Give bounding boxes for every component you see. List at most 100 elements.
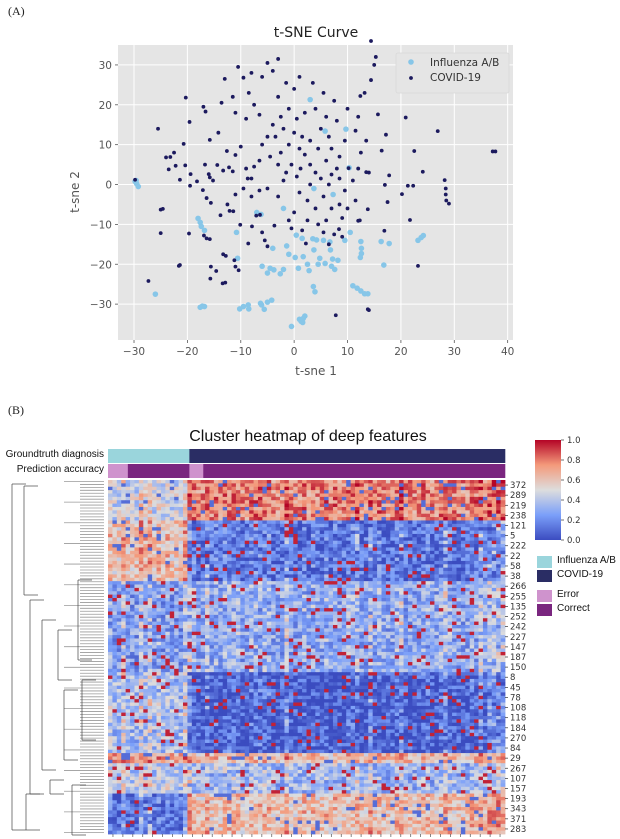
heatmap-cell xyxy=(346,614,352,619)
heatmap-cell xyxy=(169,604,175,609)
heatmap-cell xyxy=(328,601,334,606)
heatmap-cell xyxy=(416,527,422,531)
heatmap-cell xyxy=(412,584,418,589)
heatmap-cell xyxy=(341,530,347,535)
point-influenza xyxy=(201,303,208,310)
heatmap-cell xyxy=(381,506,387,511)
heatmap-cell xyxy=(425,641,431,646)
heatmap-cell xyxy=(306,483,312,488)
heatmap-cell xyxy=(240,591,246,596)
heatmap-cell xyxy=(116,604,122,609)
heatmap-cell xyxy=(355,510,360,515)
heatmap-cell xyxy=(425,480,431,484)
heatmap-cell xyxy=(460,480,466,484)
heatmap-cell xyxy=(240,483,246,488)
heatmap-cell xyxy=(231,547,237,552)
heatmap-cell xyxy=(315,621,321,626)
heatmap-cell xyxy=(310,614,316,619)
heatmap-cell xyxy=(399,631,404,636)
heatmap-cell xyxy=(174,628,179,633)
heatmap-cell xyxy=(390,621,396,626)
heatmap-cell xyxy=(337,554,343,558)
heatmap-cell xyxy=(191,564,197,569)
heatmap-cell xyxy=(213,527,219,531)
heatmap-cell xyxy=(482,635,488,639)
heatmap-cell xyxy=(350,641,356,646)
heatmap-cell xyxy=(108,517,113,521)
heatmap-cell xyxy=(500,533,506,538)
heatmap-cell xyxy=(147,537,153,542)
heatmap-cell xyxy=(306,621,312,626)
heatmap-cell xyxy=(319,523,325,528)
heatmap-cell xyxy=(257,608,263,612)
point-covid xyxy=(443,186,448,191)
heatmap-cell xyxy=(452,544,457,548)
heatmap-cell xyxy=(478,480,484,484)
heatmap-cell xyxy=(434,520,440,525)
heatmap-cell xyxy=(412,591,418,596)
heatmap-cell xyxy=(469,554,475,558)
heatmap-cell xyxy=(240,506,246,511)
heatmap-cell xyxy=(460,533,466,538)
heatmap-cell xyxy=(218,533,224,538)
heatmap-cell xyxy=(280,631,285,636)
heatmap-cell xyxy=(182,641,188,646)
heatmap-cell xyxy=(182,638,188,643)
heatmap-cell xyxy=(240,527,246,531)
heatmap-cell xyxy=(412,486,418,491)
heatmap-cell xyxy=(430,537,435,542)
heatmap-cell xyxy=(249,564,254,569)
heatmap-cell xyxy=(302,486,307,491)
heatmap-cell xyxy=(385,571,391,575)
heatmap-cell xyxy=(328,540,334,545)
heatmap-cell xyxy=(156,530,162,535)
heatmap-cell xyxy=(284,587,290,592)
heatmap-cell xyxy=(121,503,127,508)
heatmap-cell xyxy=(491,611,497,616)
heatmap-cell xyxy=(249,490,254,494)
heatmap-cell xyxy=(125,557,131,562)
heatmap-cell xyxy=(235,496,241,501)
heatmap-cell xyxy=(355,624,360,629)
heatmap-cell xyxy=(147,624,153,629)
heatmap-cell xyxy=(116,564,122,569)
heatmap-cell xyxy=(478,604,484,609)
heatmap-cell xyxy=(275,547,281,552)
heatmap-cell xyxy=(156,537,162,542)
heatmap-cell xyxy=(474,480,479,484)
heatmap-cell xyxy=(271,544,277,548)
heatmap-cell xyxy=(266,577,272,582)
heatmap-cell xyxy=(138,554,144,558)
heatmap-cell xyxy=(469,624,475,629)
heatmap-cell xyxy=(191,628,197,633)
heatmap-cell xyxy=(359,638,365,643)
heatmap-cell xyxy=(465,611,471,616)
heatmap-cell xyxy=(169,530,175,535)
heatmap-cell xyxy=(297,628,303,633)
heatmap-cell xyxy=(363,513,369,518)
heatmap-cell xyxy=(297,618,303,622)
heatmap-cell xyxy=(310,638,316,643)
heatmap-cell xyxy=(412,641,418,646)
point-influenza xyxy=(259,263,265,270)
heatmap-cell xyxy=(156,503,162,508)
heatmap-cell xyxy=(218,641,224,646)
heatmap-cell xyxy=(280,506,285,511)
heatmap-cell xyxy=(209,480,215,484)
heatmap-cell xyxy=(143,604,149,609)
heatmap-cell xyxy=(178,571,184,575)
heatmap-cell xyxy=(116,520,122,525)
heatmap-cell xyxy=(337,557,343,562)
heatmap-cell xyxy=(319,510,325,515)
heatmap-cell xyxy=(280,510,285,515)
heatmap-cell xyxy=(443,587,449,592)
heatmap-cell xyxy=(266,564,272,569)
point-covid xyxy=(292,86,297,91)
heatmap-cell xyxy=(359,645,365,649)
heatmap-cell xyxy=(385,486,391,491)
heatmap-cell xyxy=(412,557,418,562)
heatmap-cell xyxy=(381,527,387,531)
heatmap-cell xyxy=(191,550,197,555)
heatmap-cell xyxy=(130,594,135,599)
point-covid xyxy=(276,194,281,199)
